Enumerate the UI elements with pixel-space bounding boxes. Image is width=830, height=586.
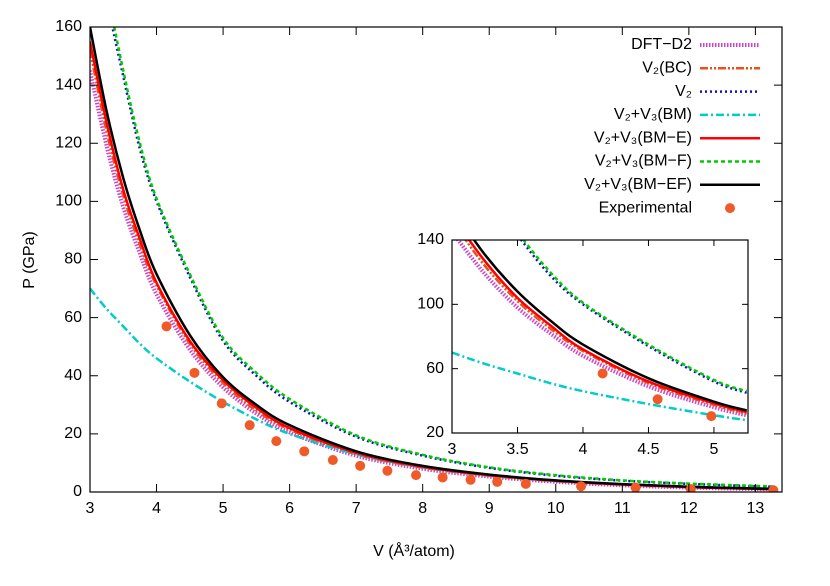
x-tick-label: 4: [152, 500, 161, 517]
x-tick-label: 11: [614, 500, 631, 517]
y-tick-label: 60: [426, 360, 444, 377]
plot-area: [452, 240, 748, 422]
y-tick-label: 120: [55, 134, 82, 151]
data-point: [244, 420, 255, 431]
series-line: [522, 240, 748, 393]
x-tick-label: 4.5: [637, 441, 659, 458]
legend-label: V₂+V₃(BM−E): [594, 129, 692, 146]
y-tick-label: 160: [55, 18, 82, 35]
legend-label: V₂(BC): [642, 60, 692, 77]
data-point: [685, 484, 696, 492]
data-point: [576, 481, 587, 492]
data-point: [189, 367, 200, 378]
plot-frame: [451, 239, 749, 434]
data-point: [437, 472, 448, 483]
data-point: [630, 482, 641, 492]
legend-label: V₂+V₃(BM): [614, 106, 692, 123]
legend-label: V₂: [675, 83, 692, 100]
data-point: [299, 446, 310, 457]
x-tick-label: 12: [680, 500, 698, 517]
data-point: [355, 460, 366, 471]
data-point: [706, 411, 717, 422]
y-axis-label: P (GPa): [21, 231, 38, 289]
x-tick-label: 8: [418, 500, 427, 517]
x-tick-label: 9: [485, 500, 494, 517]
data-point: [465, 474, 476, 485]
x-tick-label: 6: [285, 500, 294, 517]
data-point: [161, 321, 172, 332]
legend-label: V₂+V₃(BM−EF): [584, 176, 692, 193]
data-point: [492, 476, 503, 487]
x-tick-label: 3.5: [506, 441, 528, 458]
x-tick-label: 4: [579, 441, 588, 458]
x-tick-label: 13: [746, 500, 764, 517]
y-tick-label: 140: [55, 76, 82, 93]
legend-marker: [725, 203, 735, 214]
x-tick-label: 3: [448, 441, 457, 458]
series-line: [464, 240, 748, 415]
y-tick-label: 40: [64, 367, 82, 384]
x-tick-label: 5: [219, 500, 228, 517]
y-tick-label: 0: [73, 483, 82, 500]
legend-label: Experimental: [599, 199, 692, 216]
x-tick-label: 7: [352, 500, 361, 517]
x-axis-label: V (Å³/atom): [373, 541, 455, 560]
data-point: [597, 368, 608, 379]
data-point: [216, 398, 227, 409]
y-tick-label: 60: [64, 309, 82, 326]
x-tick-label: 10: [547, 500, 565, 517]
y-tick-label: 100: [55, 193, 82, 210]
series-line: [112, 27, 776, 488]
plot-area: [90, 27, 779, 492]
y-tick-label: 80: [64, 251, 82, 268]
y-tick-label: 140: [417, 231, 444, 248]
series-line: [472, 240, 748, 412]
data-point: [382, 465, 393, 476]
y-tick-label: 20: [426, 424, 444, 441]
data-point: [768, 485, 779, 492]
x-tick-label: 3: [86, 500, 95, 517]
y-tick-label: 20: [64, 425, 82, 442]
data-point: [520, 478, 531, 489]
series-line: [467, 240, 748, 414]
y-tick-label: 100: [417, 296, 444, 313]
data-point: [652, 394, 663, 405]
legend-label: DFT−D2: [631, 36, 692, 53]
data-point: [327, 455, 338, 466]
series-line: [90, 27, 776, 491]
data-point: [271, 436, 282, 447]
x-tick-label: 5: [709, 441, 718, 458]
data-point: [411, 470, 422, 481]
legend-label: V₂+V₃(BM−F): [595, 153, 692, 170]
